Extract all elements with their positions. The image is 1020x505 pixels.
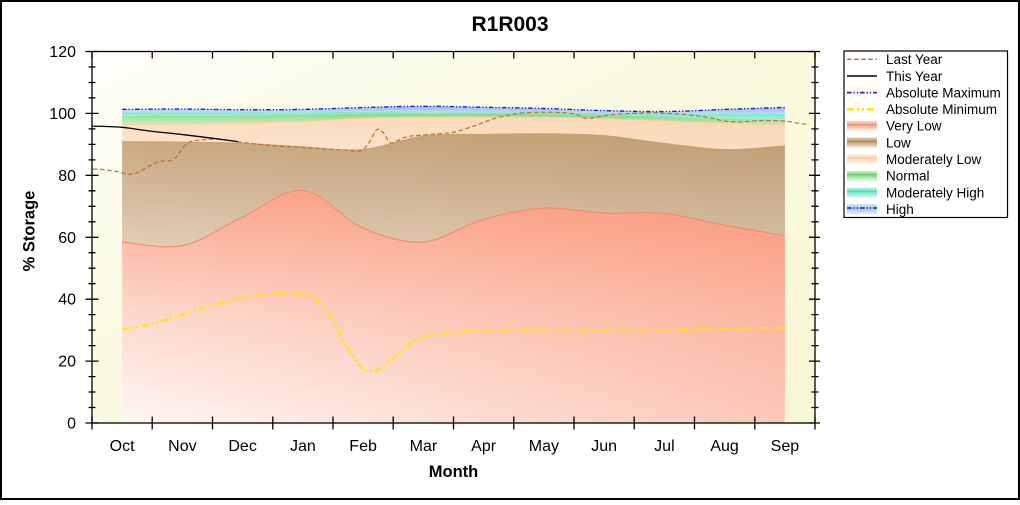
svg-text:Jun: Jun [591, 438, 617, 455]
svg-text:0: 0 [67, 416, 76, 433]
svg-text:40: 40 [58, 292, 76, 309]
svg-text:Absolute Minimum: Absolute Minimum [886, 102, 997, 117]
svg-text:This Year: This Year [886, 69, 943, 84]
svg-text:Month: Month [429, 463, 478, 481]
svg-text:Sep: Sep [771, 438, 800, 455]
svg-text:Normal: Normal [886, 169, 930, 184]
svg-text:Moderately Low: Moderately Low [886, 152, 982, 167]
svg-text:Last Year: Last Year [886, 52, 943, 67]
svg-text:Jul: Jul [654, 438, 674, 455]
svg-text:Moderately High: Moderately High [886, 185, 984, 200]
svg-text:High: High [886, 202, 914, 217]
svg-text:Apr: Apr [471, 438, 497, 455]
svg-text:May: May [529, 438, 559, 455]
svg-text:% Storage: % Storage [21, 191, 39, 272]
svg-text:Absolute Maximum: Absolute Maximum [886, 85, 1001, 100]
svg-text:Low: Low [886, 135, 911, 150]
svg-text:Mar: Mar [410, 438, 438, 455]
svg-text:100: 100 [49, 106, 76, 123]
svg-text:Very Low: Very Low [886, 119, 942, 134]
svg-text:Oct: Oct [110, 438, 135, 455]
svg-text:Feb: Feb [349, 438, 377, 455]
svg-text:120: 120 [49, 44, 76, 61]
svg-text:Jan: Jan [290, 438, 316, 455]
svg-text:Nov: Nov [168, 438, 196, 455]
svg-text:80: 80 [58, 168, 76, 185]
svg-text:20: 20 [58, 354, 76, 371]
svg-text:Dec: Dec [228, 438, 256, 455]
svg-text:60: 60 [58, 230, 76, 247]
svg-text:Aug: Aug [710, 438, 738, 455]
svg-text:R1R003: R1R003 [471, 13, 548, 36]
